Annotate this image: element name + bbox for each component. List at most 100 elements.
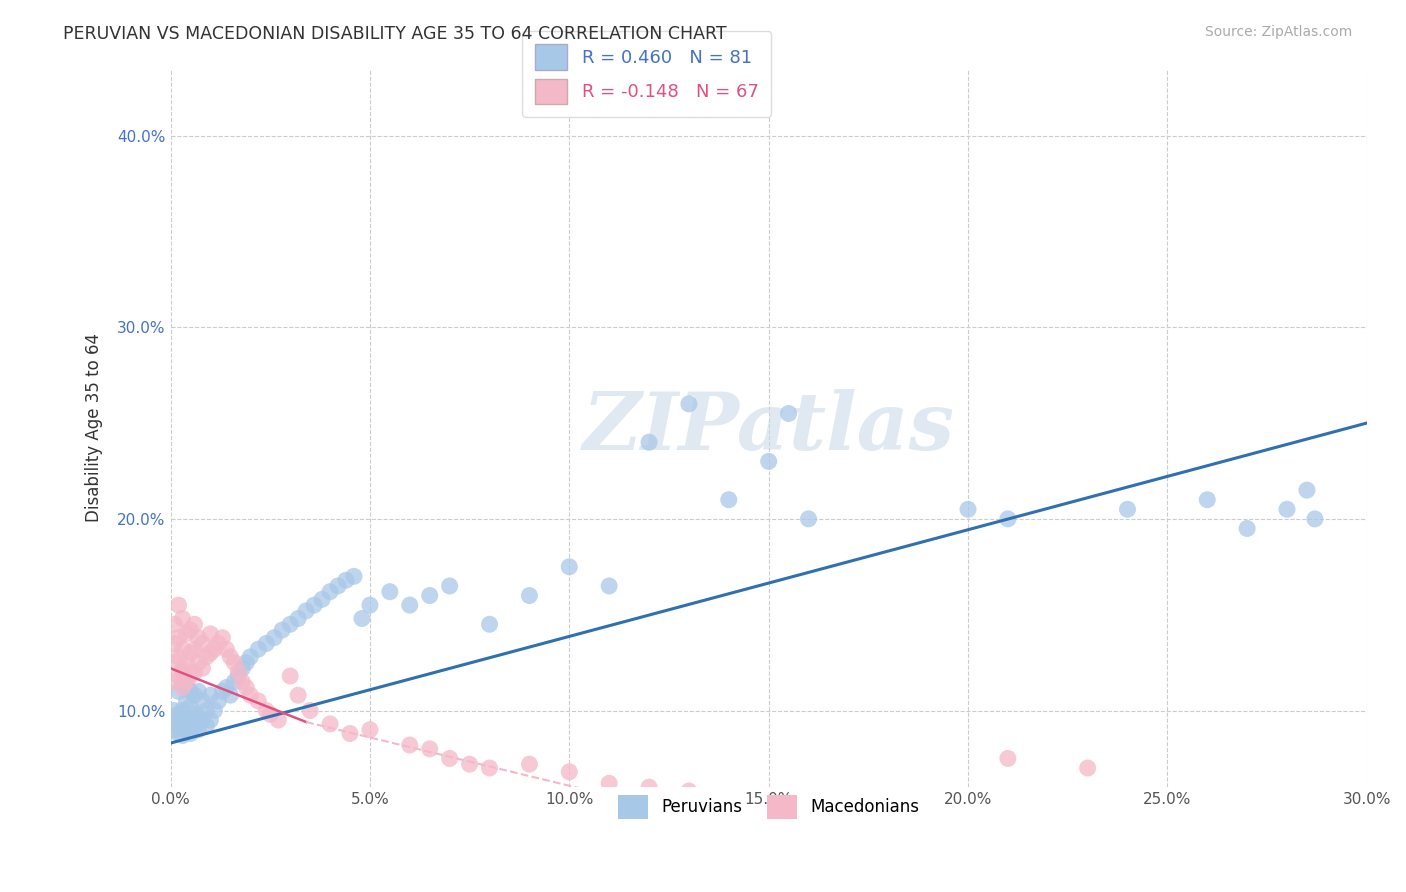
Point (231, 661, 253, 675)
Point (717, 789, 740, 804)
Point (319, 717, 342, 731)
Point (179, 726, 201, 740)
Point (167, 669, 190, 683)
Point (239, 688, 262, 702)
Point (167, 649, 190, 664)
Point (877, 814, 900, 829)
Point (179, 646, 201, 660)
Point (211, 684, 233, 698)
Point (263, 631, 285, 645)
Point (179, 699, 201, 714)
Point (254, 636, 277, 650)
Point (439, 579, 461, 593)
Point (228, 665, 250, 680)
Legend: Peruvians, Macedonians: Peruvians, Macedonians (612, 789, 927, 826)
Point (163, 656, 186, 670)
Point (398, 738, 420, 752)
Point (200, 688, 222, 702)
Point (163, 617, 186, 632)
Point (183, 719, 205, 733)
Point (179, 713, 201, 727)
Point (359, 598, 381, 612)
Point (167, 631, 190, 645)
Point (191, 694, 214, 708)
Point (195, 704, 218, 718)
Point (247, 642, 270, 657)
Point (200, 713, 222, 727)
Point (1296, 483, 1319, 497)
Point (638, 435, 661, 450)
Point (598, 579, 620, 593)
Point (778, 407, 800, 421)
Point (207, 636, 229, 650)
Point (195, 719, 218, 733)
Point (163, 723, 186, 737)
Point (187, 656, 209, 670)
Point (758, 796, 780, 810)
Point (326, 579, 349, 593)
Point (1116, 502, 1139, 516)
Text: Source: ZipAtlas.com: Source: ZipAtlas.com (1205, 25, 1353, 39)
Point (247, 694, 270, 708)
Point (278, 669, 301, 683)
Point (797, 803, 820, 817)
Point (287, 688, 309, 702)
Point (439, 751, 461, 765)
Point (478, 617, 501, 632)
Point (179, 684, 201, 698)
Point (191, 636, 214, 650)
Point (259, 707, 281, 722)
Point (458, 757, 481, 772)
Point (215, 642, 238, 657)
Point (195, 649, 218, 664)
Point (678, 784, 700, 798)
Point (758, 454, 780, 468)
Point (191, 661, 214, 675)
Point (1236, 521, 1258, 535)
Point (183, 665, 205, 680)
Point (167, 707, 190, 722)
Point (172, 728, 194, 742)
Point (956, 822, 979, 837)
Point (335, 573, 357, 587)
Point (167, 726, 190, 740)
Point (302, 598, 325, 612)
Point (419, 742, 441, 756)
Point (638, 780, 661, 794)
Point (176, 713, 198, 727)
Point (172, 642, 194, 657)
Point (176, 723, 198, 737)
Point (350, 611, 373, 625)
Point (176, 681, 198, 695)
Point (1303, 512, 1326, 526)
Point (179, 623, 201, 637)
Point (519, 589, 541, 603)
Point (163, 713, 186, 727)
Point (1077, 761, 1099, 775)
Point (202, 704, 225, 718)
Point (478, 761, 501, 775)
Point (176, 694, 198, 708)
Point (215, 681, 238, 695)
Point (172, 665, 194, 680)
Point (419, 589, 441, 603)
Point (200, 627, 222, 641)
Point (191, 713, 214, 727)
Point (678, 397, 700, 411)
Point (167, 598, 190, 612)
Point (183, 688, 205, 702)
Point (343, 569, 366, 583)
Point (172, 717, 194, 731)
Point (598, 776, 620, 790)
Point (558, 764, 581, 779)
Point (359, 723, 381, 737)
Point (183, 617, 205, 632)
Point (163, 636, 186, 650)
Point (224, 656, 246, 670)
Point (398, 598, 420, 612)
Point (172, 661, 194, 675)
Point (1197, 492, 1219, 507)
Point (176, 656, 198, 670)
Point (378, 584, 401, 599)
Point (167, 719, 190, 733)
